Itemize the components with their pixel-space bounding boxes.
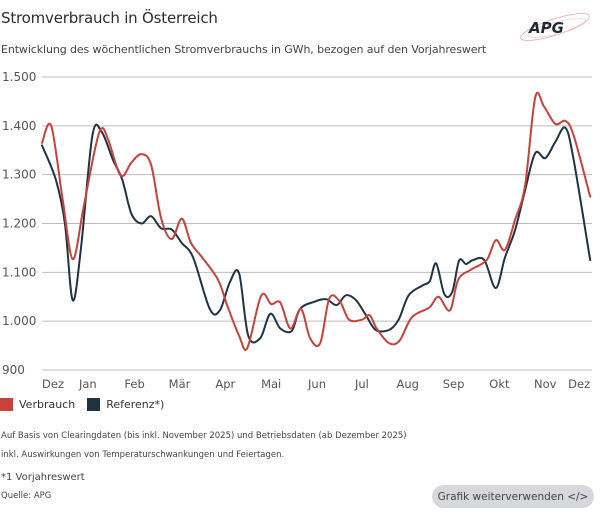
source-label: Quelle: APG <box>1 491 52 501</box>
x-tick-label: Jan <box>78 377 97 391</box>
legend-swatch-verbrauch <box>0 398 13 411</box>
x-tick-label: Okt <box>489 377 510 391</box>
x-tick-label: Nov <box>534 377 557 391</box>
y-tick-label: 1.400 <box>2 119 36 133</box>
x-tick-label: Aug <box>397 377 419 391</box>
x-tick-label: Dez <box>42 377 64 391</box>
apg-logo: APG <box>520 13 590 41</box>
y-tick-label: 1.300 <box>2 168 36 182</box>
line-chart: 900 1.000 1.100 1.200 1.300 1.400 1.500 Dez Jan… <box>2 70 592 391</box>
legend-label-referenz: Referenz*) <box>106 398 165 411</box>
x-tick-label: Jul <box>354 377 369 391</box>
reuse-graphic-button[interactable]: Grafik weiterverwenden </> <box>432 485 594 508</box>
legend: Verbrauch Referenz*) <box>0 398 176 411</box>
series-line-referenz[interactable] <box>41 123 592 344</box>
y-axis: 900 1.000 1.100 1.200 1.300 1.400 1.500 <box>2 70 36 377</box>
y-tick-label: 1.500 <box>2 70 36 84</box>
y-tick-label: 900 <box>2 363 25 377</box>
footnote-reference: *1 Vorjahreswert <box>1 472 85 483</box>
x-tick-label: Mär <box>169 377 191 391</box>
y-tick-label: 1.000 <box>2 314 36 328</box>
series-lines <box>41 91 592 351</box>
x-axis: Dez Jan Feb Mär Apr Mai Jun Jul Aug Sep Okt Nov Dez <box>42 377 590 391</box>
chart-subtitle: Entwicklung des wöchentlichen Stromverbr… <box>1 43 487 56</box>
x-tick-label: Feb <box>124 377 144 391</box>
x-tick-label: Dez <box>568 377 590 391</box>
legend-item-referenz[interactable]: Referenz*) <box>87 398 164 411</box>
x-tick-label: Jun <box>307 377 326 391</box>
chart-title: Stromverbrauch in Österreich <box>1 9 218 27</box>
x-tick-label: Sep <box>443 377 465 391</box>
legend-item-verbrauch[interactable]: Verbrauch <box>0 398 75 411</box>
x-tick-label: Apr <box>215 377 235 391</box>
legend-swatch-referenz <box>87 398 101 411</box>
legend-label-verbrauch: Verbrauch <box>19 398 76 411</box>
gridlines <box>42 76 592 371</box>
y-tick-label: 1.200 <box>2 217 36 231</box>
footnote-temperature: inkl. Auswirkungen von Temperaturschwank… <box>1 450 285 460</box>
y-tick-label: 1.100 <box>2 265 36 279</box>
x-tick-label: Mai <box>261 377 281 391</box>
logo-text: APG <box>528 19 564 37</box>
series-line-verbrauch[interactable] <box>41 91 592 351</box>
footnote-data-basis: Auf Basis von Clearingdaten (bis inkl. N… <box>1 431 407 441</box>
